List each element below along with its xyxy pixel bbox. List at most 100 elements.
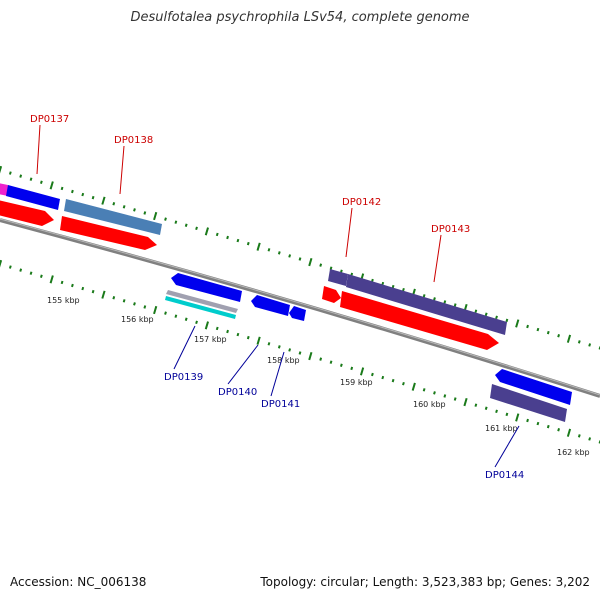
outer-tick <box>195 226 198 231</box>
gene-box[interactable] <box>251 295 290 316</box>
gene-leader-line <box>119 145 125 195</box>
inner-tick <box>8 265 12 269</box>
genome-backbone-highlight <box>0 218 600 396</box>
gene-box[interactable] <box>289 306 306 321</box>
gene-box[interactable] <box>346 274 507 335</box>
outer-tick <box>112 202 116 206</box>
inner-tick <box>71 283 74 288</box>
gene-label[interactable]: DP0142 <box>342 197 381 208</box>
outer-tick <box>215 232 219 237</box>
outer-tick <box>236 238 240 243</box>
outer-tick <box>91 195 95 200</box>
inner-tick <box>308 351 313 361</box>
gene-label[interactable]: DP0143 <box>431 224 470 235</box>
inner-tick <box>453 397 457 401</box>
outer-tick <box>256 242 261 251</box>
outer-tick <box>308 257 313 267</box>
gene-box[interactable] <box>328 269 348 286</box>
outer-tick <box>226 235 229 240</box>
inner-tick <box>133 302 136 306</box>
kbp-label: 162 kbp <box>557 448 590 457</box>
cds-arrow[interactable] <box>340 291 499 350</box>
gene-leader-line <box>494 425 520 468</box>
forward-gene-track <box>0 183 507 335</box>
outer-tick <box>0 165 3 174</box>
inner-tick <box>288 348 292 352</box>
inner-tick <box>236 332 240 337</box>
inner-tick <box>566 428 572 437</box>
inner-tick <box>29 271 33 275</box>
inner-tick <box>215 326 219 331</box>
gene-box[interactable] <box>64 199 162 235</box>
inner-tick <box>329 360 333 364</box>
gene-leader-line <box>173 325 196 370</box>
outer-tick <box>577 340 581 344</box>
gene-box[interactable] <box>165 296 236 319</box>
forward-cds-track <box>0 200 499 350</box>
gene-box[interactable] <box>0 183 8 196</box>
cds-arrow[interactable] <box>322 286 341 303</box>
gene-box[interactable] <box>495 369 572 405</box>
inner-tick <box>184 317 188 321</box>
inner-tick <box>164 311 167 315</box>
inner-tick <box>359 367 365 376</box>
inner-tick <box>505 412 509 417</box>
outer-tick <box>153 211 158 221</box>
gene-label[interactable]: DP0140 <box>218 387 257 398</box>
gene-box[interactable] <box>166 290 238 313</box>
inner-tick <box>381 375 385 380</box>
inner-tick <box>433 391 436 395</box>
outer-tick <box>39 180 43 184</box>
inner-tick <box>101 290 106 299</box>
outer-tick <box>49 181 54 190</box>
gene-box[interactable] <box>6 185 60 210</box>
outer-tick <box>246 241 250 246</box>
genome-summary-text: Topology: circular; Length: 3,523,383 bp… <box>260 575 590 589</box>
outer-tick <box>143 211 147 215</box>
outer-tick <box>288 254 292 258</box>
inner-tick <box>495 409 498 414</box>
gene-label[interactable]: DP0137 <box>30 114 69 125</box>
gene-label[interactable]: DP0139 <box>164 372 203 383</box>
inner-tick <box>577 434 581 438</box>
map-title: Desulfotalea psychrophila LSv54, complet… <box>130 10 470 25</box>
outer-tick <box>566 334 572 343</box>
gene-label[interactable]: DP0138 <box>114 135 153 146</box>
outer-tick <box>122 205 126 209</box>
outer-tick <box>526 324 529 329</box>
gene-label[interactable]: DP0144 <box>485 470 524 481</box>
gene-leader-line <box>433 234 442 283</box>
cds-arrow[interactable] <box>60 216 157 250</box>
genome-backbone <box>0 218 600 398</box>
inner-tick <box>91 289 95 294</box>
inner-tick <box>350 366 354 371</box>
kbp-label: 161 kbp <box>485 424 518 433</box>
kbp-label: 155 kbp <box>47 296 80 305</box>
inner-tick <box>246 335 250 340</box>
gene-label[interactable]: DP0141 <box>261 399 300 410</box>
inner-tick <box>411 382 416 391</box>
gene-box[interactable] <box>171 273 242 302</box>
gene-box[interactable] <box>490 384 567 422</box>
inner-tick <box>391 378 395 383</box>
cds-arrow[interactable] <box>0 200 54 226</box>
inner-tick <box>81 286 85 291</box>
inner-tick <box>226 329 229 334</box>
outer-tick <box>81 192 85 197</box>
outer-tick <box>329 266 333 270</box>
outer-tick <box>319 263 323 267</box>
inner-tick <box>19 268 23 272</box>
outer-tick <box>474 309 478 313</box>
outer-tick <box>204 227 209 236</box>
outer-tick <box>164 217 167 221</box>
inner-tick <box>174 314 178 318</box>
inner-tick <box>557 428 561 432</box>
inner-tick <box>526 418 529 423</box>
kbp-label-group: 155 kbp 156 kbp 157 kbp 158 kbp 159 kbp 160 k… <box>47 296 590 457</box>
inner-tick <box>256 336 261 345</box>
inner-tick <box>463 397 468 407</box>
outer-tick <box>433 297 436 301</box>
inner-tick <box>277 345 281 349</box>
gene-leader-line <box>270 351 285 397</box>
